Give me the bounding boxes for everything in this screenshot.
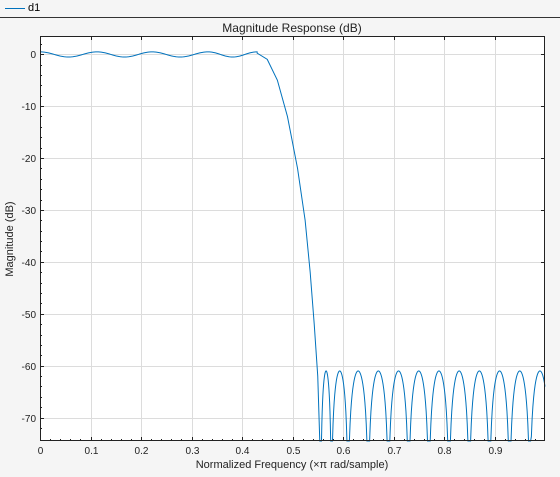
x-axis-ticks: 0 0.1 0.2 0.3 0.4 0.5 0.6 0.7 0.8 0.9 [38,36,536,457]
plot-frame [40,36,545,441]
x-tick-label: 0.3 [186,446,200,457]
x-tick-label: 0.2 [135,446,149,457]
x-tick-label: 0.5 [287,446,301,457]
x-axis-label: Normalized Frequency (×π rad/sample) [196,459,389,471]
y-tick-label: -20 [22,154,37,165]
x-tick-label: 0.6 [337,446,351,457]
legend-label: d1 [28,2,41,14]
y-tick-label: 0 [30,50,36,61]
y-tick-label: -40 [22,258,37,269]
x-tick-label: 0.4 [236,446,250,457]
legend-swatch [5,8,25,9]
plot-area [40,36,545,441]
x-tick-label: 0.9 [489,446,503,457]
x-tick-label: 0.1 [85,446,99,457]
legend: d1 [0,0,560,18]
chart-title: Magnitude Response (dB) [222,21,361,35]
y-tick-label: -30 [22,206,37,217]
x-tick-label: 0 [38,446,44,457]
y-axis-label: Magnitude (dB) [4,201,16,276]
x-tick-label: 0.7 [388,446,402,457]
y-tick-label: -50 [22,310,37,321]
y-tick-label: -60 [22,362,37,373]
y-tick-label: -10 [22,102,37,113]
x-tick-label: 0.8 [438,446,452,457]
grid [40,36,545,441]
y-axis-ticks: 0 -10 -20 -30 -40 -50 -60 -70 [22,44,545,429]
y-tick-label: -70 [22,414,37,425]
